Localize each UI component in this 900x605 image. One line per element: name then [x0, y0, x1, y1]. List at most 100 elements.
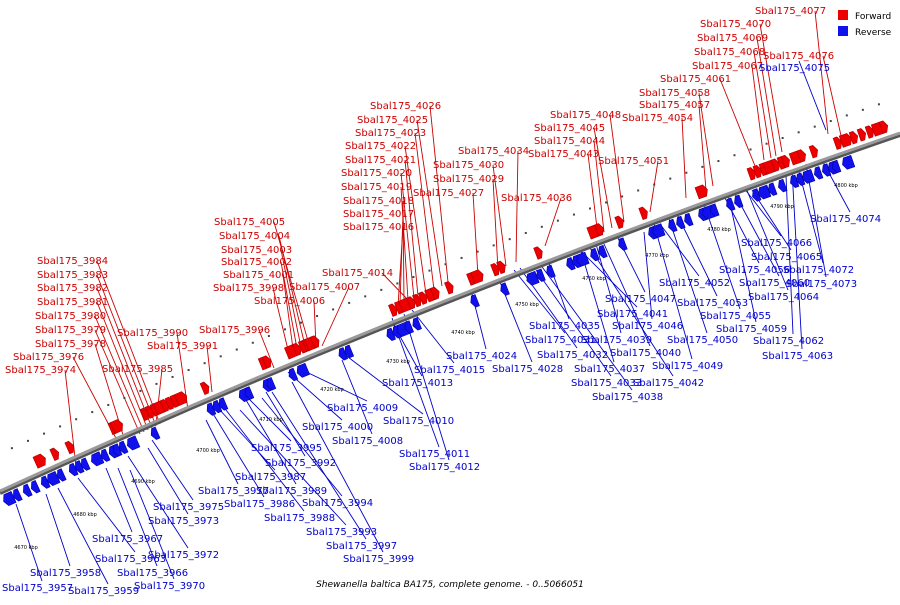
forward-gene	[838, 133, 852, 148]
forward-gene-label: Sbal175_4051	[598, 156, 669, 167]
reverse-leader-line	[243, 393, 292, 442]
forward-leader-line	[814, 10, 829, 135]
track-dot	[59, 425, 62, 428]
forward-gene-label: Sbal175_4057	[639, 100, 710, 111]
reverse-gene	[576, 251, 590, 267]
scale-tick-label: 4720 kbp	[320, 387, 344, 393]
reverse-leader-line	[539, 263, 633, 391]
reverse-gene-label: Sbal175_4072	[783, 265, 854, 276]
reverse-leader-line	[265, 391, 306, 457]
reverse-gene-label: Sbal175_4008	[332, 436, 403, 447]
reverse-gene-arrow	[618, 237, 628, 251]
scale-tick-label: 4700 kbp	[196, 448, 220, 454]
forward-gene	[770, 158, 780, 172]
forward-gene-label: Sbal175_3985	[102, 364, 173, 375]
track-dot	[540, 225, 543, 228]
reverse-gene-label: Sbal175_3966	[117, 568, 188, 579]
reverse-gene	[668, 218, 678, 233]
reverse-gene	[266, 376, 277, 391]
reverse-gene-label: Sbal175_3963	[95, 554, 166, 565]
reverse-gene-arrow	[726, 197, 736, 211]
track-dot	[428, 269, 431, 272]
reverse-leader-line	[411, 309, 455, 364]
forward-gene	[32, 453, 46, 469]
reverse-leader-line	[653, 223, 693, 360]
forward-gene	[412, 293, 422, 308]
track-dot	[412, 276, 415, 279]
reverse-gene-label: Sbal175_4052	[659, 278, 730, 289]
forward-gene	[780, 154, 790, 169]
forward-gene-arrow	[173, 391, 187, 407]
forward-gene-arrow	[746, 167, 756, 181]
reverse-gene-arrow	[500, 282, 510, 296]
reverse-gene-arrow	[112, 443, 123, 457]
reverse-gene-arrow	[404, 320, 414, 334]
forward-leader-line	[273, 221, 311, 349]
forward-gene-arrow	[32, 453, 46, 469]
track-dot	[589, 207, 592, 210]
reverse-gene-label: Sbal175_3995	[251, 443, 322, 454]
reverse-gene-arrow	[576, 251, 590, 267]
track-dot	[685, 171, 688, 174]
reverse-gene-label: Sbal175_4015	[414, 365, 485, 376]
track-dot	[701, 165, 704, 168]
reverse-leader-line	[785, 175, 794, 335]
scale-tick-label: 4740 kbp	[451, 330, 475, 336]
forward-gene-label: Sbal175_4034	[458, 146, 529, 157]
track-dot	[283, 328, 286, 331]
track-dot	[717, 160, 720, 163]
track-dot	[797, 131, 800, 134]
forward-gene-label: Sbal175_4005	[214, 217, 285, 228]
gene-features	[3, 120, 889, 507]
forward-gene-label: Sbal175_4020	[341, 168, 412, 179]
forward-gene-arrow	[864, 125, 875, 139]
forward-gene-arrow	[694, 184, 708, 200]
reverse-gene-arrow	[412, 317, 422, 331]
reverse-gene-label: Sbal175_4049	[652, 361, 723, 372]
reverse-leader-line	[127, 455, 189, 549]
reverse-gene-label: Sbal175_3987	[235, 472, 306, 483]
forward-gene	[614, 215, 624, 229]
forward-gene	[694, 184, 708, 200]
reverse-leader-line	[147, 447, 189, 515]
forward-leader-line	[404, 159, 419, 297]
backbone-arc	[0, 131, 900, 493]
track-dot	[380, 288, 383, 291]
forward-gene	[430, 286, 440, 301]
reverse-gene-arrow	[526, 270, 540, 286]
forward-gene-label: Sbal175_3982	[37, 283, 108, 294]
reverse-leader-line	[225, 409, 305, 512]
reverse-gene-arrow	[244, 386, 255, 400]
reverse-gene	[404, 320, 414, 334]
forward-gene-label: Sbal175_4003	[221, 245, 292, 256]
reverse-gene	[590, 247, 600, 262]
reverse-leader-line	[129, 469, 175, 580]
track-dot	[219, 355, 222, 358]
reverse-gene-arrow	[752, 188, 762, 202]
reverse-leader-line	[643, 231, 653, 320]
track-dot	[235, 348, 238, 351]
forward-gene	[746, 167, 756, 181]
forward-leader-line	[515, 150, 519, 263]
track-dot	[508, 238, 511, 241]
reverse-gene-label: Sbal175_3970	[134, 581, 205, 592]
scale-tick-label: 4800 kbp	[834, 183, 858, 189]
forward-gene-label: Sbal175_4002	[221, 257, 292, 268]
reverse-gene	[80, 457, 91, 471]
reverse-gene-label: Sbal175_4013	[382, 378, 453, 389]
reverse-gene	[150, 426, 161, 440]
forward-gene-label: Sbal175_4069	[697, 33, 768, 44]
reverse-gene-label: Sbal175_4028	[492, 364, 563, 375]
forward-gene-label: Sbal175_4076	[763, 51, 834, 62]
reverse-leader-line	[291, 381, 384, 553]
reverse-gene-label: Sbal175_3992	[265, 458, 336, 469]
reverse-gene-arrow	[734, 194, 744, 209]
reverse-gene	[752, 188, 762, 202]
forward-gene	[848, 130, 859, 145]
reverse-gene-arrow	[57, 468, 67, 482]
reverse-gene	[842, 154, 856, 170]
forward-gene-arrow	[430, 286, 440, 301]
forward-gene-arrow	[856, 128, 867, 142]
gene-labels: Sbal175_4077 Sbal175_4070 Sbal175_4069 Sbal…	[2, 6, 881, 597]
reverse-gene-arrow	[338, 347, 349, 361]
